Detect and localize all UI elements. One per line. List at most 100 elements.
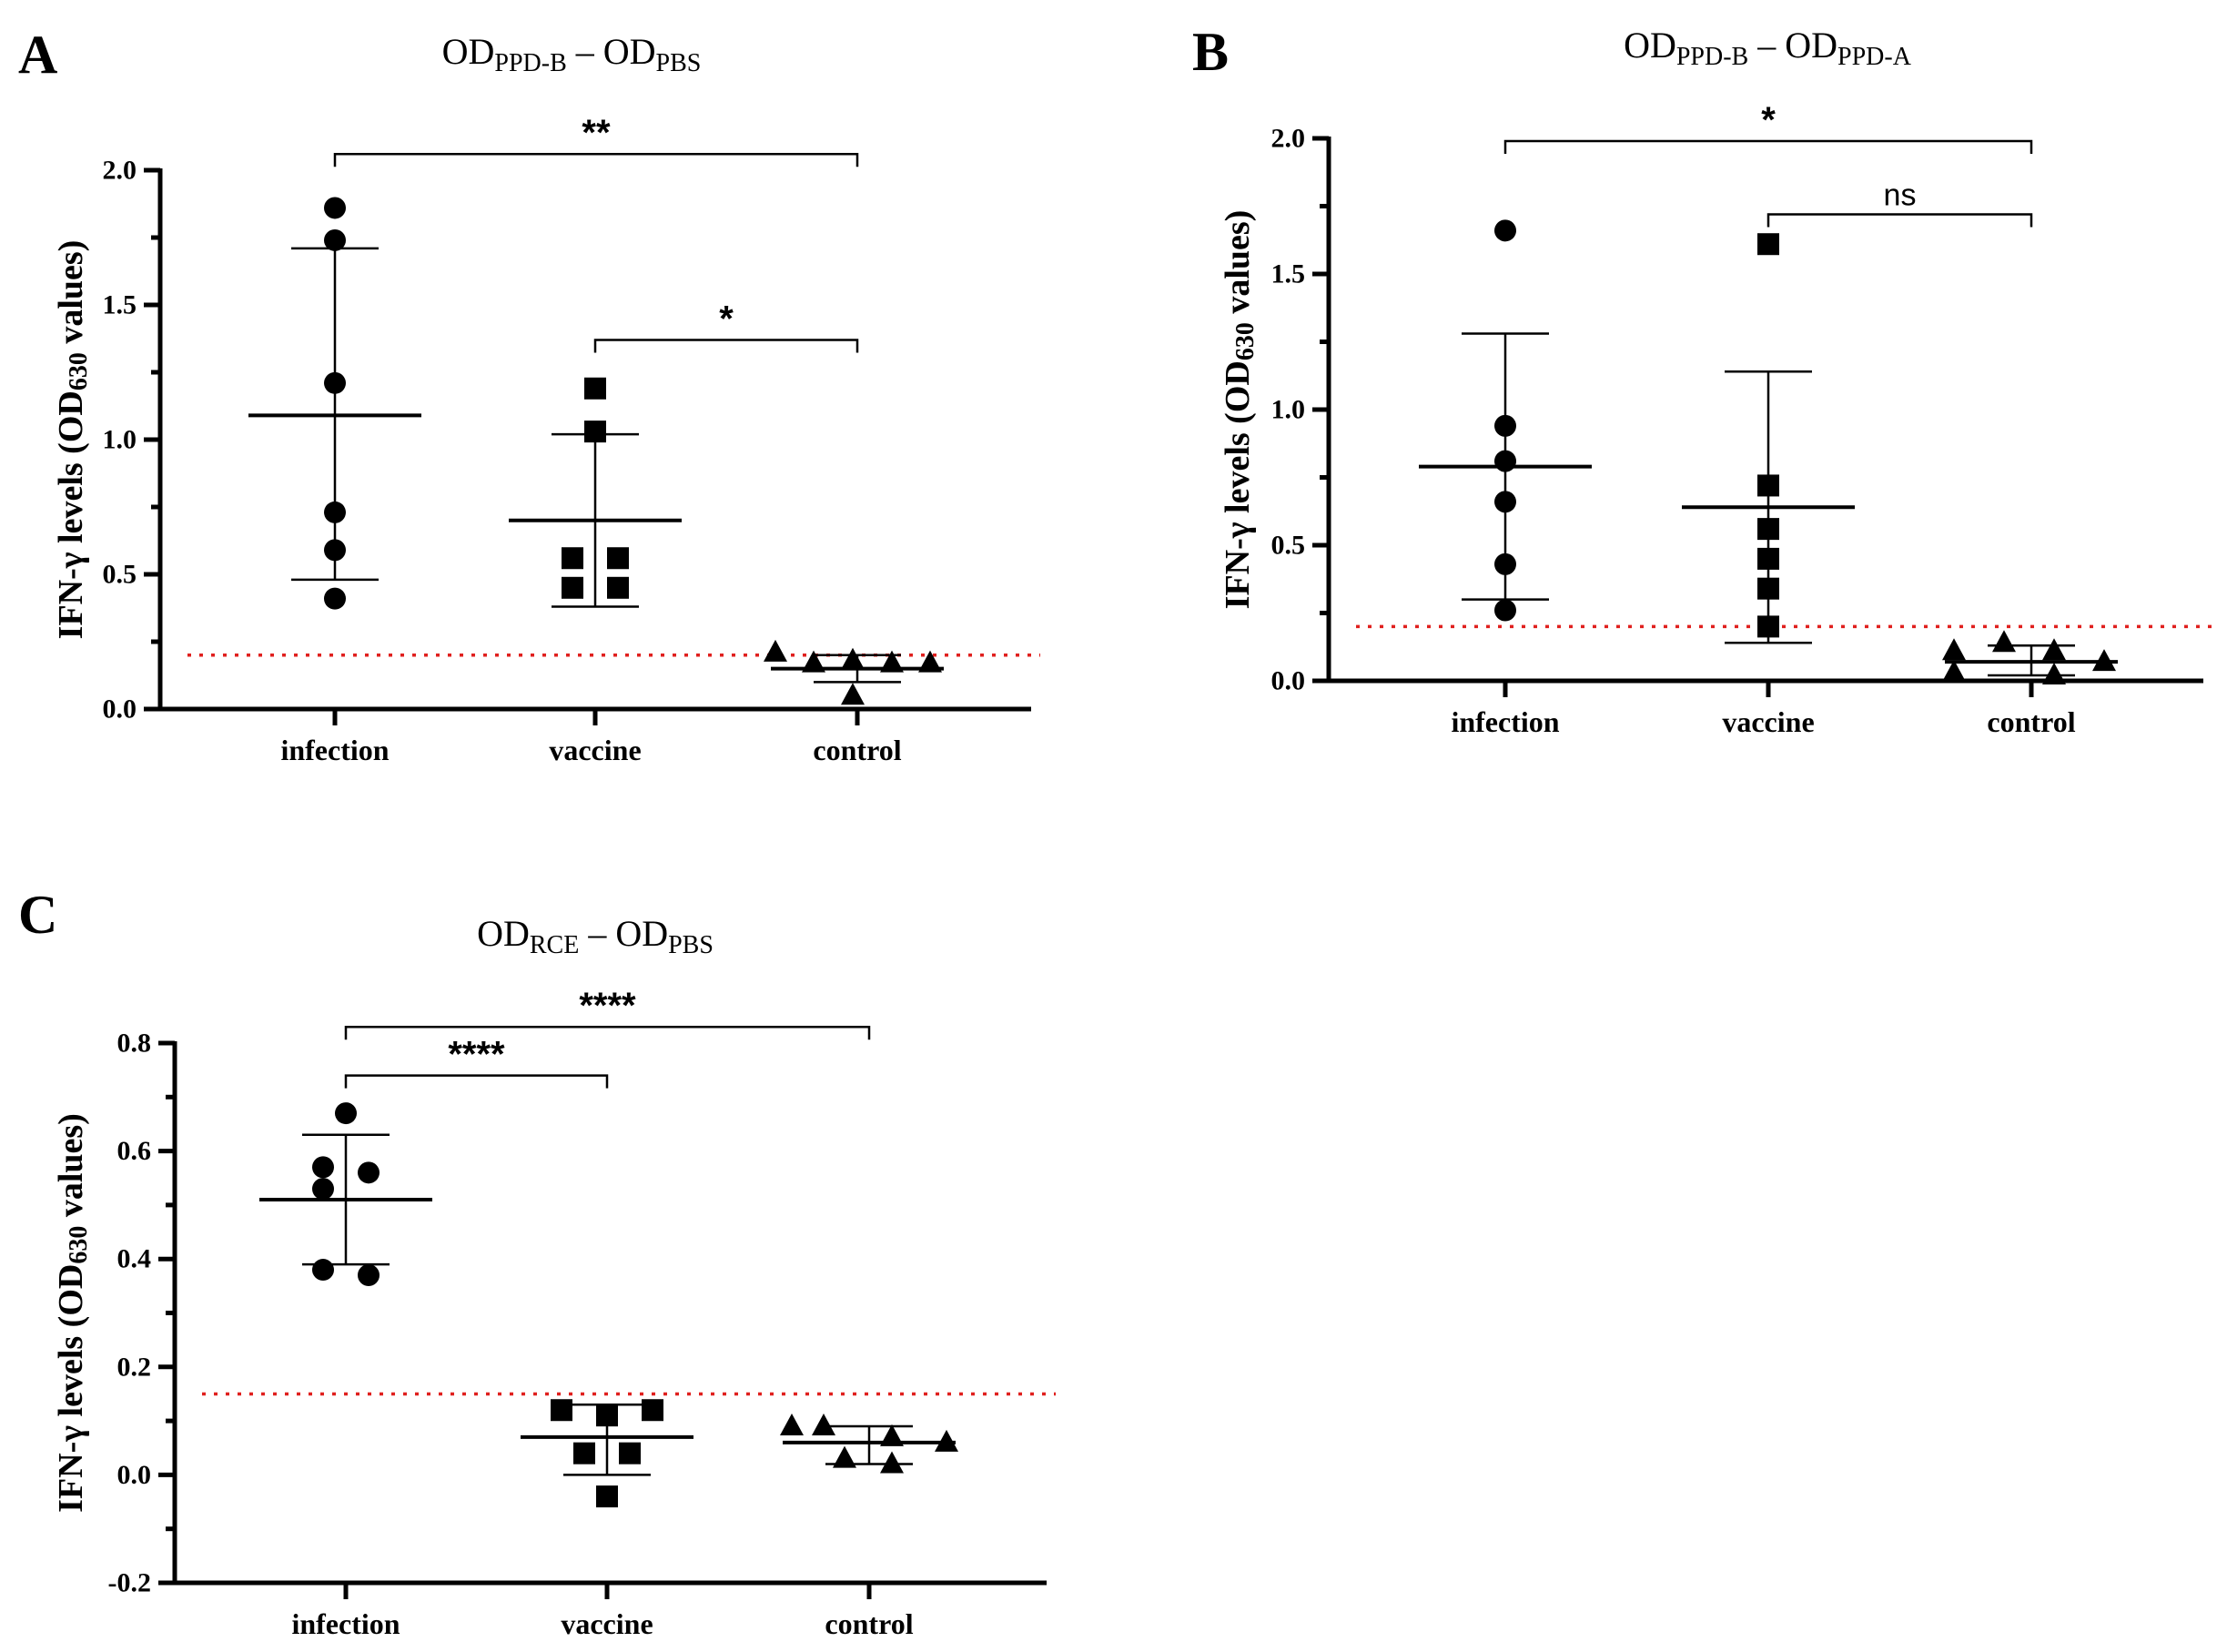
x-category-label: infection — [1451, 705, 1559, 738]
bracket-line — [344, 1074, 609, 1089]
panel-letter: B — [1192, 22, 1229, 82]
x-category-label: control — [1987, 705, 2075, 738]
series-infection — [259, 1102, 432, 1286]
x-category-label: infection — [291, 1607, 400, 1640]
y-axis-title: IFN-γ levels (OD630 values) — [1219, 210, 1260, 610]
data-point-circle — [335, 1102, 357, 1125]
panel-title-part: PPD-A — [1837, 43, 1912, 71]
significance-bracket: ** — [333, 113, 859, 167]
y-axis-title-part: 630 — [65, 1226, 93, 1264]
panel-title-part: – OD — [567, 31, 656, 72]
significance-bracket: **** — [344, 986, 871, 1040]
series-infection — [248, 197, 421, 610]
y-axis-title: IFN-γ levels (OD630 values) — [52, 240, 93, 640]
panel-title: ODRCE – ODPBS — [477, 913, 714, 959]
significance-label: * — [1761, 100, 1776, 140]
panel-title-part: PBS — [668, 931, 714, 959]
panel-title-part: – OD — [1748, 25, 1837, 66]
y-tick-label: 1.0 — [1271, 395, 1306, 425]
series-vaccine — [1682, 233, 1855, 644]
y-tick-label: 1.5 — [1271, 259, 1306, 289]
y-axis-title-part: IFN-γ levels (OD — [52, 1264, 90, 1513]
x-category-label: control — [825, 1607, 913, 1640]
data-point-triangle — [880, 650, 904, 673]
data-point-circle — [1494, 450, 1516, 472]
data-point-triangle — [1992, 630, 2016, 653]
significance-bracket: * — [593, 299, 859, 353]
panel-title: ODPPD-B – ODPPD-A — [1624, 25, 1912, 71]
x-category-label: vaccine — [561, 1607, 653, 1640]
significance-label: **** — [579, 986, 636, 1026]
series-control — [1942, 630, 2118, 685]
y-axis-title: IFN-γ levels (OD630 values) — [52, 1113, 93, 1513]
y-tick-label: 0.0 — [117, 1460, 152, 1490]
data-point-square — [1757, 474, 1779, 497]
bracket-line — [333, 152, 859, 167]
panel-b: B ODPPD-B – ODPPD-A IFN-γ levels (OD630 va… — [1192, 22, 2212, 738]
data-point-square — [607, 547, 629, 570]
data-point-circle — [312, 1259, 334, 1282]
data-point-square — [1757, 518, 1779, 541]
data-point-triangle — [1942, 638, 1966, 661]
data-point-square — [619, 1442, 641, 1465]
series-control — [780, 1414, 958, 1474]
data-point-triangle — [841, 647, 865, 670]
significance-label: **** — [448, 1035, 505, 1075]
y-axis-title-part: 630 — [65, 352, 93, 390]
panel-title-part: OD — [1624, 25, 1676, 66]
data-point-square — [1757, 233, 1779, 256]
y-tick-label: 0.6 — [117, 1136, 152, 1166]
y-axis-title-part: values) — [52, 1113, 90, 1226]
significance-label: * — [719, 299, 734, 339]
data-point-triangle — [880, 1424, 904, 1446]
data-point-circle — [324, 539, 346, 562]
panel-title-part: OD — [442, 31, 495, 72]
data-point-circle — [324, 501, 346, 523]
data-point-square — [584, 377, 606, 400]
data-point-triangle — [764, 639, 787, 662]
data-point-square — [551, 1399, 572, 1422]
y-tick-label: 0.0 — [103, 694, 137, 725]
data-point-circle — [1494, 599, 1516, 622]
data-point-circle — [1494, 491, 1516, 513]
data-point-circle — [1494, 219, 1516, 242]
panel-title: ODPPD-B – ODPBS — [442, 31, 702, 77]
data-point-square — [584, 421, 606, 443]
series-control — [764, 639, 944, 705]
data-point-circle — [324, 228, 346, 251]
bracket-line — [1503, 139, 2033, 154]
significance-bracket: **** — [344, 1035, 609, 1089]
data-point-triangle — [2092, 649, 2116, 672]
data-point-triangle — [780, 1414, 804, 1436]
x-category-label: vaccine — [549, 734, 641, 766]
significance-bracket: * — [1503, 100, 2033, 154]
y-axis-title-part: values) — [1219, 210, 1257, 323]
data-point-triangle — [1942, 660, 1966, 683]
data-point-circle — [324, 371, 346, 394]
data-point-triangle — [935, 1429, 958, 1452]
y-tick-label: -0.2 — [108, 1568, 152, 1598]
data-point-triangle — [812, 1414, 835, 1436]
y-tick-label: 0.8 — [117, 1029, 152, 1059]
significance-bracket: ns — [1766, 177, 2033, 228]
bracket-line — [344, 1025, 871, 1040]
data-point-circle — [324, 587, 346, 610]
y-axis-title-part: IFN-γ levels (OD — [1219, 360, 1257, 609]
y-axis-title-part: values) — [52, 240, 90, 353]
panel-title-part: RCE — [530, 931, 579, 959]
data-point-square — [1757, 577, 1779, 600]
panel-title-part: PPD-B — [1676, 43, 1748, 71]
data-point-square — [562, 576, 583, 599]
series-vaccine — [521, 1399, 693, 1508]
data-point-triangle — [2042, 663, 2066, 685]
y-tick-label: 0.5 — [1271, 531, 1306, 561]
data-point-triangle — [2042, 638, 2066, 661]
y-tick-label: 2.0 — [103, 156, 137, 186]
data-point-circle — [358, 1161, 380, 1184]
y-tick-label: 0.5 — [103, 560, 137, 590]
panel-letter: C — [18, 885, 57, 945]
y-tick-label: 2.0 — [1271, 124, 1306, 154]
data-point-square — [596, 1485, 618, 1508]
panel-a: A ODPPD-B – ODPBS IFN-γ levels (OD630 valu… — [18, 25, 1040, 766]
